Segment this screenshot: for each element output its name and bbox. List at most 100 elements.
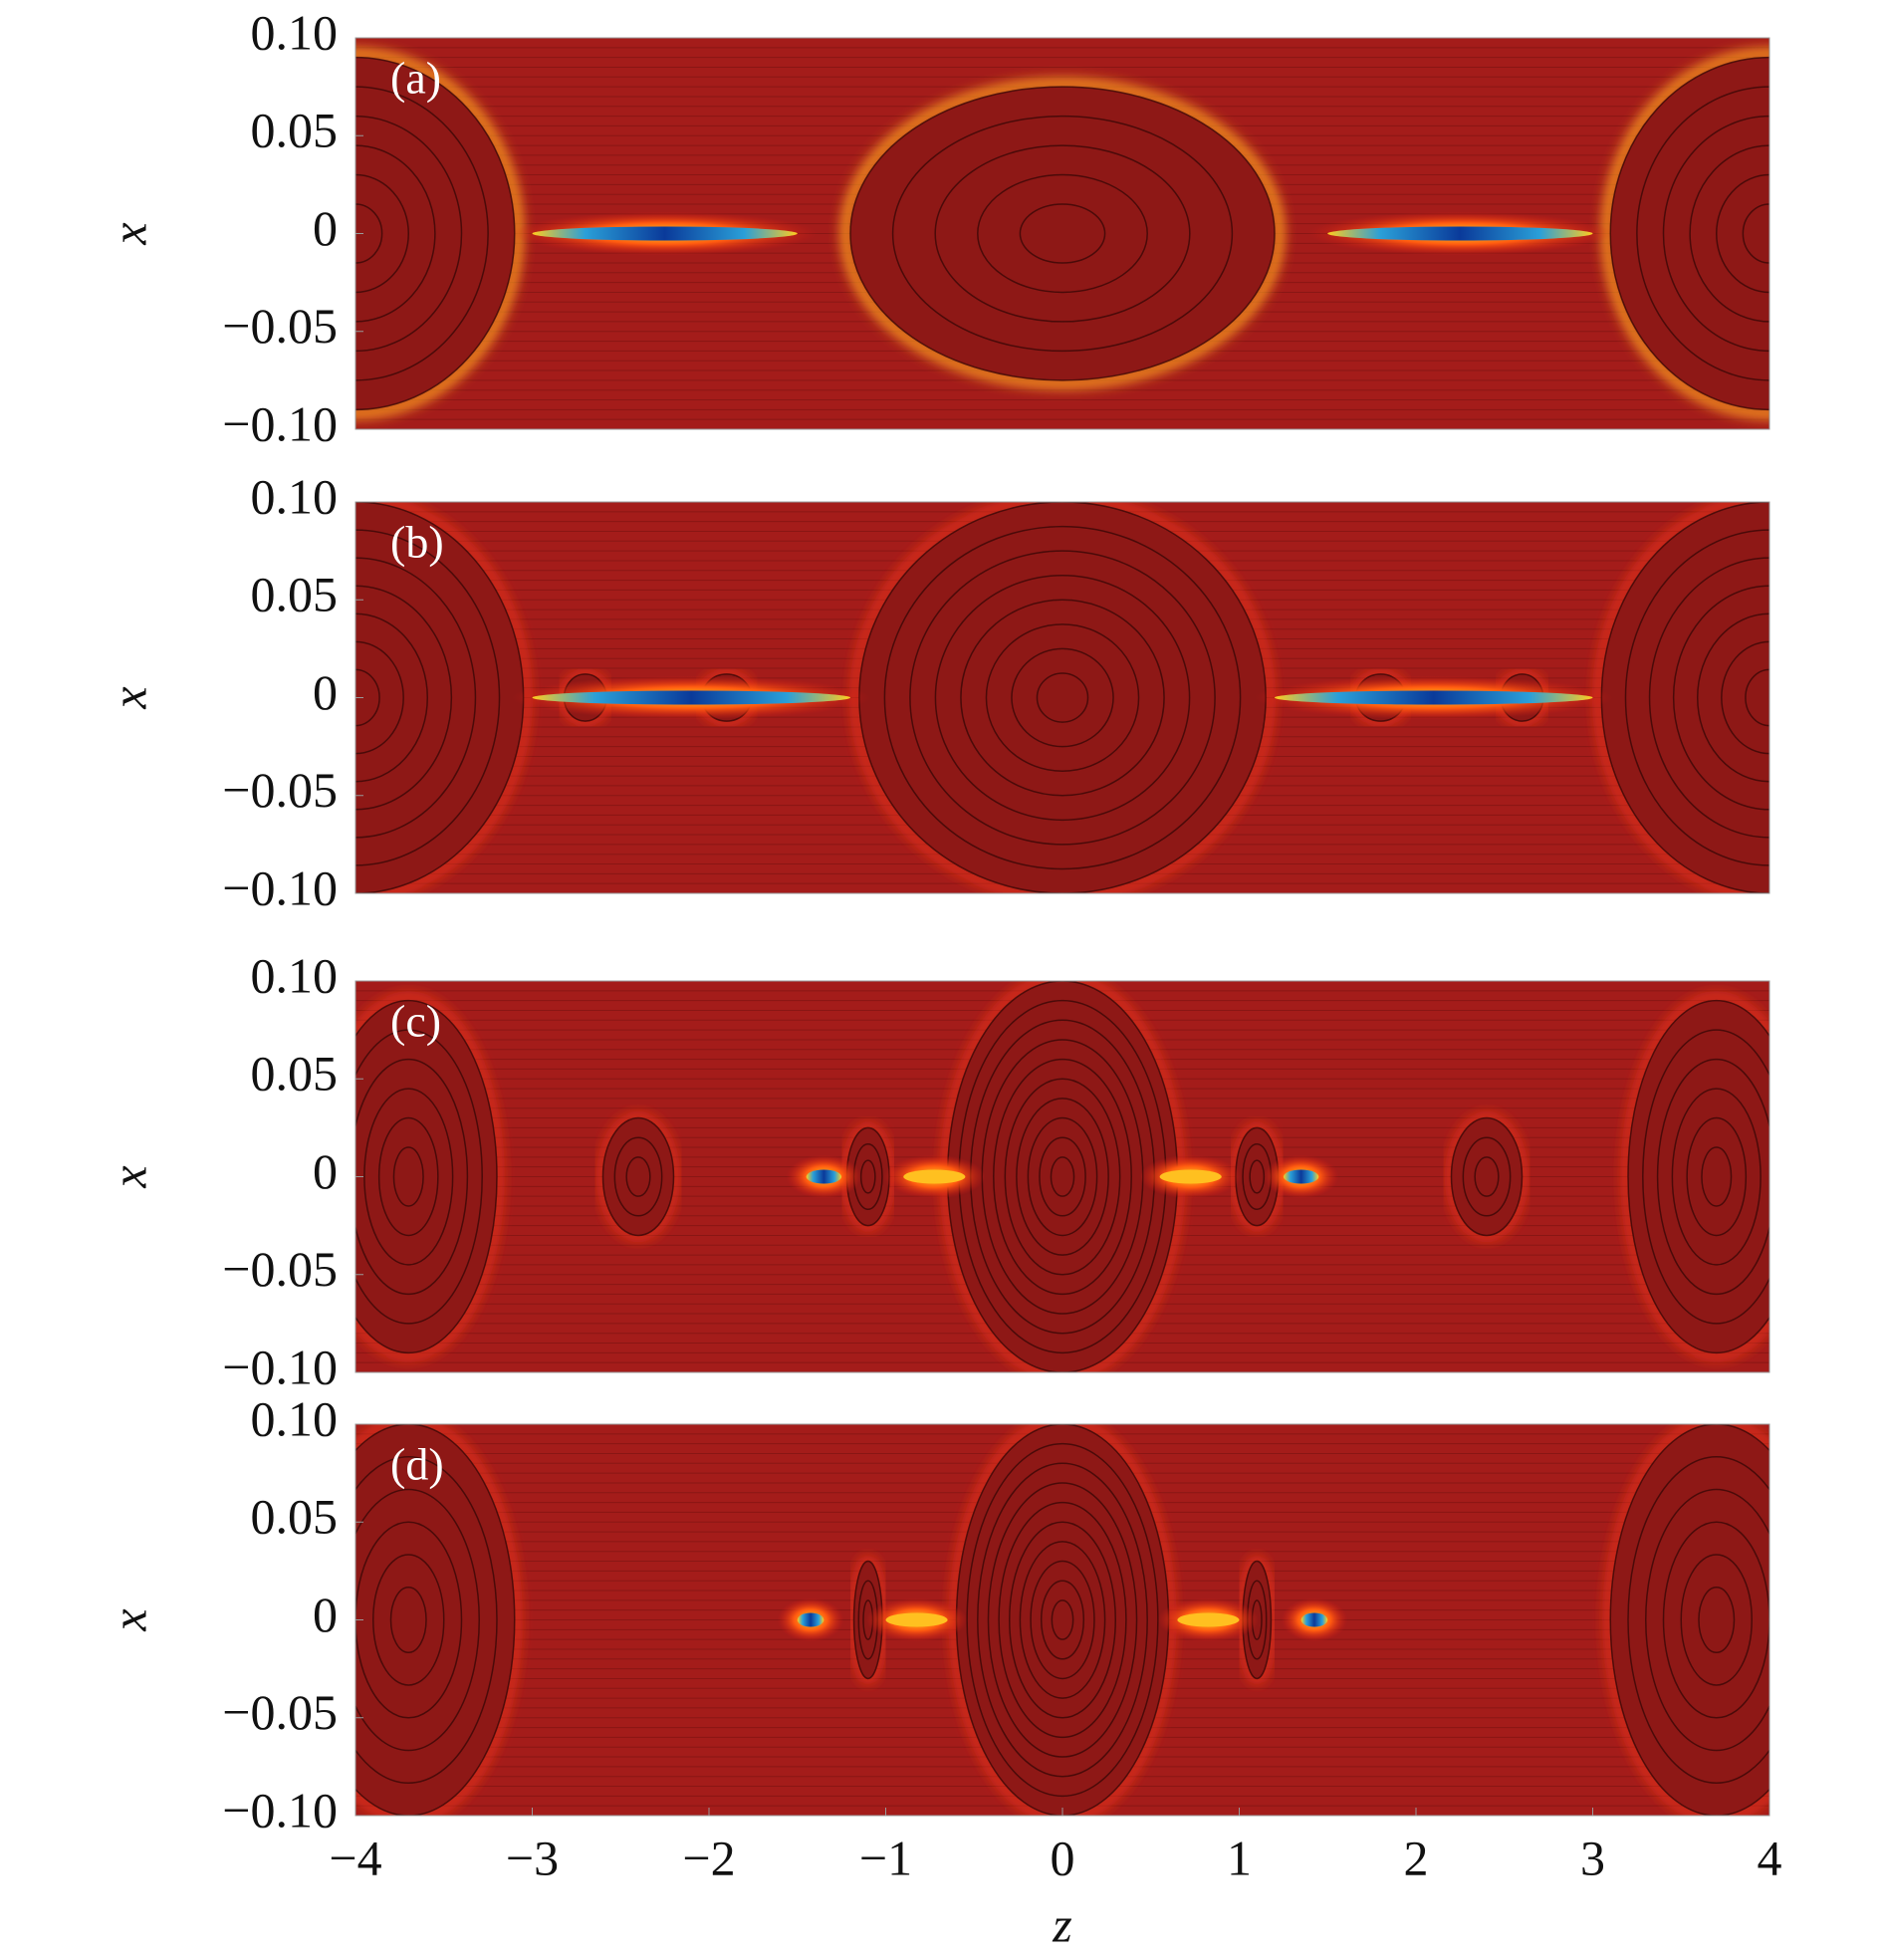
contour [625,1156,651,1197]
y-tick-label: 0 [313,1587,338,1642]
contour [1745,668,1769,727]
contour [1648,557,1769,839]
panel-label: (c) [390,996,441,1047]
contour [891,115,1234,353]
contour [372,1554,445,1686]
contour [1645,1488,1769,1752]
separatrix-glow [1623,994,1769,1359]
y-tick-label: 0 [313,200,338,256]
x-tick-label: −1 [859,1830,912,1885]
contour [355,557,477,839]
contour [355,173,409,294]
contour [355,1058,469,1296]
contour [1039,1136,1086,1217]
contour [998,1501,1127,1739]
x-tick-label: 1 [1227,1830,1252,1885]
field [355,981,1769,1372]
current-sheet [1300,1612,1328,1627]
contour [1009,1521,1116,1719]
island [846,1127,890,1226]
island [1628,1000,1769,1353]
contour [1686,1116,1748,1237]
contour [355,999,498,1354]
contour [1474,1156,1500,1197]
field [355,47,1769,420]
panel-label: (b) [390,517,444,568]
island [850,87,1275,380]
contour [613,1136,663,1217]
current-sheet [1283,1169,1319,1184]
island [1610,1424,1769,1816]
contour [993,1058,1132,1296]
current-sheet [1177,1612,1240,1627]
contour [1698,1587,1736,1653]
island [1451,1117,1523,1236]
y-axis-label: x [101,1165,156,1188]
contour [1671,1088,1762,1266]
y-axis-label: x [101,686,156,709]
x-tick-label: 2 [1404,1830,1429,1885]
current-sheet [1275,690,1593,705]
contour [1697,612,1769,783]
contour [1642,1029,1769,1325]
contour [1030,1560,1095,1680]
x-tick-label: −2 [682,1830,735,1885]
contour [1450,1116,1524,1237]
contour [392,1146,424,1207]
contour [1662,115,1769,353]
x-tick-label: −4 [329,1830,381,1885]
contour [934,574,1191,822]
contour [1462,1136,1512,1217]
y-tick-label: 0.05 [251,1489,339,1545]
island [355,1424,515,1816]
island [602,1117,674,1236]
y-tick-label: 0 [313,1143,338,1199]
contour [1636,86,1769,381]
y-tick-label: 0.10 [251,468,339,524]
current-sheet [797,1612,824,1627]
contour [1040,1580,1085,1660]
contour [355,585,453,811]
contour [977,1462,1148,1778]
contour [389,1587,427,1653]
contour [355,668,380,727]
panel: (b) −0.10 −0.05 0 0.05 0.10 x [101,468,1770,915]
y-tick-label: −0.05 [222,762,338,818]
contour [960,599,1165,797]
x-tick-label: 4 [1758,1830,1782,1885]
current-sheet [1159,1169,1222,1184]
contour [1027,1116,1098,1237]
panel-label: (d) [390,1439,444,1490]
contour [1701,1146,1733,1207]
contour [1689,144,1769,323]
island [956,1424,1169,1816]
contour [355,1488,480,1752]
separatrix-glow [840,79,1285,388]
y-tick-label: 0.05 [251,103,339,158]
separatrix-glow [1605,1424,1769,1816]
contour [1051,1599,1074,1640]
contour [601,1116,675,1237]
contour [355,115,463,353]
current-sheet [532,690,850,705]
y-tick-label: 0 [313,664,338,720]
y-tick-label: −0.05 [222,298,338,354]
current-sheet [1327,226,1593,241]
contour [1016,1098,1109,1256]
contour [849,86,1276,381]
island [1235,1127,1279,1226]
contour [1680,1554,1753,1686]
x-tick-label: 0 [1051,1830,1075,1885]
contour [934,144,1191,323]
contour [355,1029,483,1325]
contour [355,1521,463,1719]
contour [1036,672,1089,723]
field [355,1424,1769,1816]
separatrix-glow [355,1424,520,1816]
contour [977,173,1148,294]
contour [1627,999,1769,1354]
panel: (c) −0.10 −0.05 0 0.05 0.10 x [101,947,1770,1394]
current-sheet [806,1169,842,1184]
contour [1656,1058,1769,1296]
y-tick-label: −0.10 [222,1782,338,1838]
